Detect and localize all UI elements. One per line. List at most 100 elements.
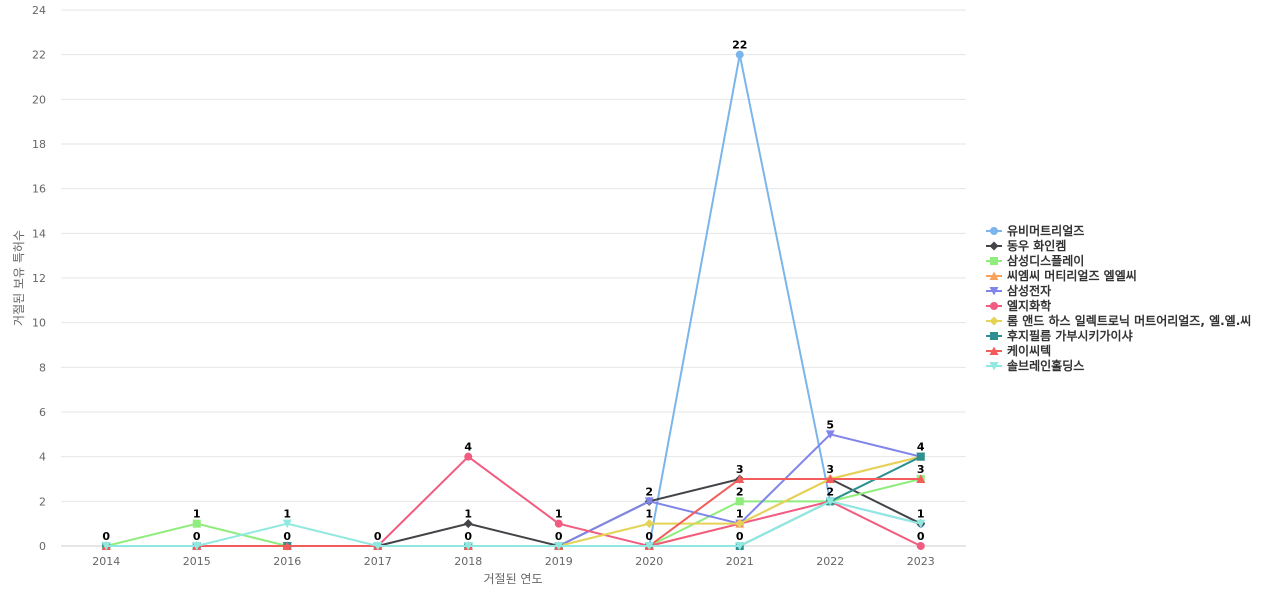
data-label: 1 [193, 508, 201, 521]
legend-symbol[interactable] [989, 346, 999, 356]
y-tick-label: 22 [32, 49, 46, 62]
data-label: 3 [736, 463, 744, 476]
data-label: 4 [464, 441, 472, 454]
x-axis-ticks: 2014 2015 2016 2017 2018 2019 2020 2021 2022 2023 [92, 555, 935, 568]
legend-label: 솔브레인홀딩스 [1007, 358, 1084, 373]
legend-item[interactable]: 후지필름 가부시키가이샤 [986, 328, 1133, 343]
data-point[interactable] [916, 542, 925, 550]
legend-item[interactable]: 동우 화인켐 [986, 238, 1066, 253]
x-tick-label: 2023 [907, 555, 935, 568]
data-label: 2 [645, 485, 653, 498]
data-point[interactable] [192, 542, 202, 551]
legend-symbol[interactable] [989, 287, 999, 296]
data-point[interactable] [463, 519, 473, 529]
x-tick-label: 2016 [273, 555, 301, 568]
data-label: 2 [736, 485, 744, 498]
y-axis-title: 거절된 보유 특허수 [12, 230, 26, 326]
legend-label: 삼성디스플레이 [1007, 253, 1084, 268]
data-label: 0 [555, 530, 563, 543]
legend-item[interactable]: 케이씨텍 [986, 343, 1051, 358]
data-point[interactable] [463, 542, 473, 551]
y-tick-label: 10 [32, 317, 46, 330]
legend-symbol[interactable] [990, 332, 998, 340]
y-tick-label: 8 [39, 361, 46, 374]
legend-symbol[interactable] [990, 257, 998, 265]
data-point[interactable] [735, 50, 744, 59]
legend-symbol[interactable] [989, 362, 999, 371]
legend-item[interactable]: 유비머트리얼즈 [986, 223, 1084, 238]
data-point[interactable] [101, 542, 111, 551]
series-group [101, 50, 926, 551]
legend-label: 삼성전자 [1007, 283, 1051, 298]
data-labels: 0 1 0 1 0 0 4 1 0 1 0 2 1 0 22 3 2 1 0 5 3 2 4 3 1 0 [102, 39, 925, 543]
data-point[interactable] [825, 474, 835, 484]
data-label: 0 [283, 530, 291, 543]
data-point[interactable] [735, 497, 744, 506]
legend-item[interactable]: 솔브레인홀딩스 [986, 358, 1084, 373]
data-label: 3 [917, 463, 925, 476]
data-point[interactable] [735, 519, 745, 529]
legend-label: 케이씨텍 [1007, 343, 1051, 358]
legend-symbol[interactable] [989, 271, 999, 281]
data-point[interactable] [192, 519, 201, 528]
data-label: 1 [555, 508, 563, 521]
data-point[interactable] [916, 519, 926, 529]
data-label: 0 [645, 530, 653, 543]
legend-symbol[interactable] [989, 316, 999, 326]
data-point[interactable] [825, 497, 835, 506]
legend-label: 씨엠씨 머티리얼즈 엘엘씨 [1007, 268, 1137, 283]
legend-item[interactable]: 롬 앤드 하스 일렉트로닉 머트어리얼즈, 엘.엘.씨 [986, 313, 1251, 328]
data-label: 0 [464, 530, 472, 543]
y-tick-label: 24 [32, 4, 46, 17]
legend-item[interactable]: 삼성전자 [986, 283, 1051, 298]
data-label: 22 [732, 39, 747, 52]
y-tick-label: 0 [39, 540, 46, 553]
series-1[interactable] [102, 50, 925, 550]
legend-item[interactable]: 삼성디스플레이 [986, 253, 1084, 268]
data-point[interactable] [373, 542, 383, 551]
series-10[interactable] [101, 497, 926, 551]
data-label: 0 [193, 530, 201, 543]
data-point[interactable] [735, 542, 745, 551]
data-point[interactable] [644, 497, 654, 506]
x-tick-label: 2022 [816, 555, 844, 568]
data-label: 1 [736, 508, 744, 521]
data-label: 0 [736, 530, 744, 543]
x-tick-label: 2019 [545, 555, 573, 568]
y-tick-label: 4 [39, 451, 46, 464]
legend-symbol[interactable] [990, 227, 998, 235]
series-line[interactable] [106, 54, 921, 547]
legend-item[interactable]: 엘지화학 [986, 298, 1051, 313]
y-tick-label: 12 [32, 272, 46, 285]
data-point[interactable] [916, 452, 925, 461]
legend-label: 엘지화학 [1007, 298, 1051, 313]
legend-symbol[interactable] [990, 302, 998, 310]
data-point[interactable] [644, 519, 654, 529]
data-point[interactable] [554, 519, 563, 528]
data-label: 4 [917, 441, 925, 454]
y-tick-label: 6 [39, 406, 46, 419]
y-tick-label: 2 [39, 495, 46, 508]
data-point[interactable] [554, 542, 564, 551]
legend-symbol[interactable] [989, 241, 999, 251]
y-tick-label: 14 [32, 227, 46, 240]
y-tick-label: 20 [32, 93, 46, 106]
series-line[interactable] [106, 500, 921, 547]
legend-label: 후지필름 가부시키가이샤 [1007, 328, 1133, 343]
data-point[interactable] [825, 430, 835, 439]
data-label: 0 [374, 530, 382, 543]
x-tick-label: 2014 [92, 555, 120, 568]
data-point[interactable] [735, 474, 745, 484]
data-label: 1 [917, 508, 925, 521]
data-point[interactable] [282, 519, 292, 529]
data-point[interactable] [464, 452, 473, 461]
x-tick-label: 2020 [635, 555, 663, 568]
data-point[interactable] [282, 541, 292, 551]
data-point[interactable] [916, 474, 926, 484]
legend-item[interactable]: 씨엠씨 머티리얼즈 엘엘씨 [986, 268, 1137, 283]
data-point[interactable] [644, 542, 654, 551]
y-tick-label: 16 [32, 183, 46, 196]
